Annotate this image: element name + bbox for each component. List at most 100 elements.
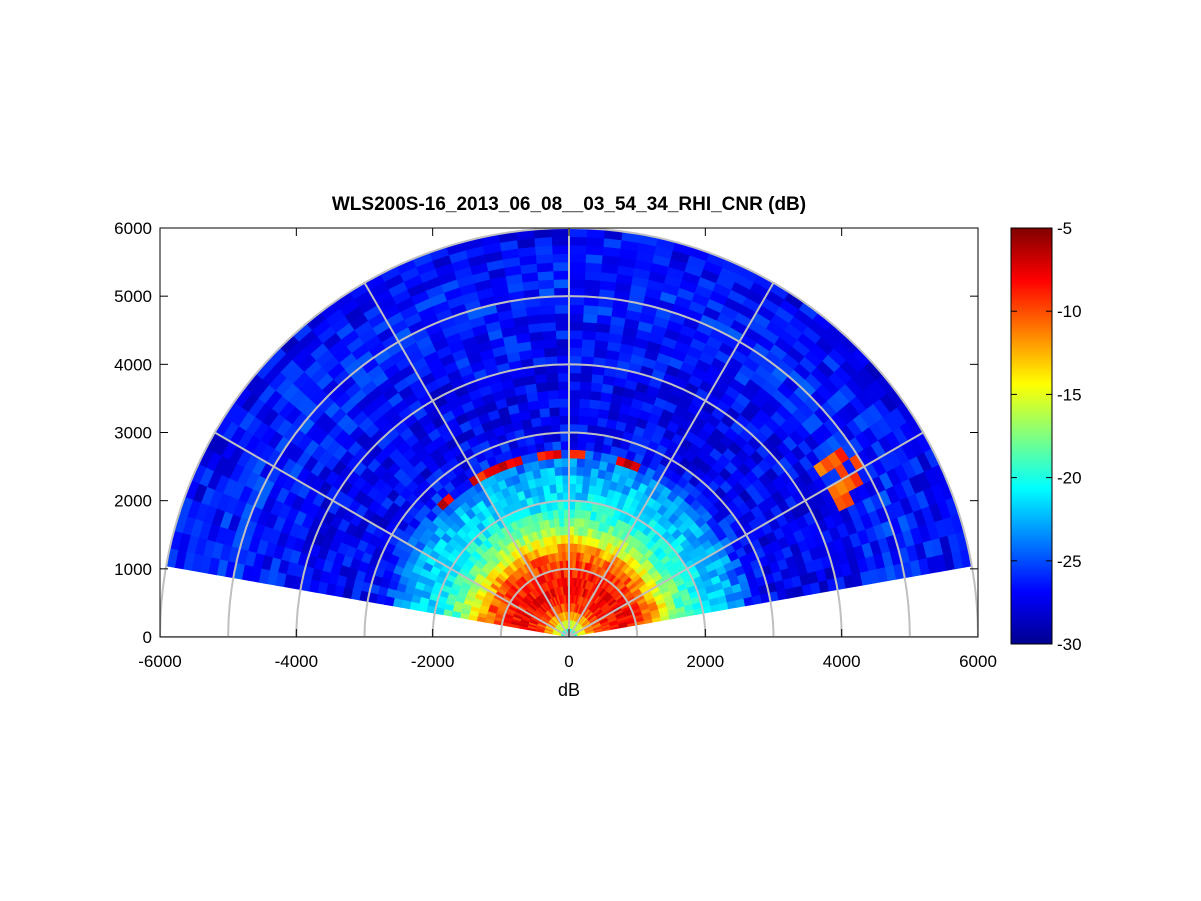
colorbar-tick-label: -25	[1057, 552, 1082, 571]
x-tick-label: 4000	[823, 652, 861, 671]
cnr-cell	[556, 355, 570, 365]
cnr-cell	[583, 458, 593, 469]
cnr-cell	[568, 466, 577, 476]
cnr-cell	[550, 228, 570, 238]
azimuth-spoke	[214, 431, 570, 637]
cnr-cell	[582, 466, 592, 477]
cnr-cell	[537, 279, 555, 290]
cnr-cell	[568, 278, 585, 289]
x-tick-label: -2000	[411, 652, 454, 671]
cnr-cell	[582, 321, 597, 332]
cnr-cell	[543, 441, 553, 452]
cnr-cell	[536, 390, 549, 401]
colorbar-tick-label: -20	[1057, 469, 1082, 488]
cnr-cell	[577, 415, 589, 426]
cnr-cell	[557, 389, 570, 399]
cnr-cell	[582, 475, 591, 486]
cnr-cell	[568, 474, 577, 485]
cnr-cell	[547, 398, 560, 409]
cnr-cell	[590, 373, 604, 384]
cnr-cell	[576, 457, 585, 468]
cnr-cell	[573, 508, 581, 519]
cnr-cell	[541, 321, 556, 332]
cnr-cell	[559, 415, 570, 425]
cnr-cell	[539, 415, 551, 427]
cnr-cell	[561, 483, 570, 493]
cnr-cell	[568, 449, 578, 459]
cnr-cell	[568, 415, 579, 425]
cnr-cell	[551, 236, 570, 246]
cnr-cell	[593, 348, 608, 359]
cnr-cell	[572, 534, 579, 544]
x-tick-label: -4000	[275, 652, 318, 671]
cnr-cell	[541, 330, 557, 341]
cnr-cell	[546, 381, 559, 392]
cnr-cell	[547, 389, 559, 400]
x-tick-label: 0	[564, 652, 573, 671]
cnr-cell	[584, 262, 603, 273]
cnr-cell	[589, 390, 602, 401]
cnr-cell	[536, 270, 554, 281]
cnr-cell	[553, 457, 562, 468]
cnr-cell	[543, 347, 558, 358]
cnr-cell	[559, 423, 570, 433]
cnr-cell	[535, 382, 548, 393]
cnr-cell	[572, 543, 578, 553]
chart-title: WLS200S-16_2013_06_08__03_54_34_RHI_CNR …	[332, 194, 806, 215]
x-tick-label: -6000	[138, 652, 181, 671]
y-tick-label: 0	[143, 628, 152, 647]
cnr-cell	[534, 373, 548, 384]
cnr-cell	[573, 526, 579, 536]
x-axis-label: dB	[558, 680, 580, 700]
cnr-cell	[581, 330, 597, 341]
y-tick-label: 4000	[114, 355, 152, 374]
cnr-cell	[568, 381, 581, 391]
cnr-cell	[561, 466, 570, 476]
cnr-cell	[578, 406, 590, 417]
cnr-cell	[557, 372, 570, 382]
cnr-cell	[585, 245, 604, 256]
cnr-cell	[556, 346, 570, 357]
cnr-cell	[576, 440, 587, 451]
cnr-cell	[545, 458, 555, 469]
cnr-cell	[554, 304, 570, 314]
y-tick-label: 5000	[114, 287, 152, 306]
cnr-cell	[556, 500, 564, 510]
cnr-cell	[587, 415, 599, 427]
cnr-cell	[551, 440, 562, 451]
colorbar-tick-label: -30	[1057, 635, 1082, 654]
cnr-cell	[568, 228, 588, 238]
cnr-cell	[533, 236, 553, 247]
cnr-cell	[535, 262, 554, 273]
azimuth-spoke	[568, 282, 775, 637]
cnr-cell	[588, 398, 601, 410]
cnr-cell	[579, 381, 592, 392]
cnr-cell	[568, 270, 586, 280]
cnr-cell	[592, 450, 602, 462]
cnr-cell	[568, 457, 578, 468]
cnr-cell	[558, 406, 570, 416]
cnr-cell	[575, 483, 583, 494]
colorbar-tick-label: -5	[1057, 219, 1072, 238]
cnr-cell	[554, 312, 570, 323]
cnr-cell	[568, 287, 585, 297]
cnr-cell	[568, 261, 586, 272]
cnr-cell	[581, 483, 590, 494]
cnr-cell	[560, 449, 570, 459]
cnr-cell	[573, 517, 580, 527]
cnr-cell	[409, 601, 420, 611]
cnr-cell	[553, 278, 570, 289]
cnr-cell	[582, 313, 598, 324]
y-tick-label: 2000	[114, 492, 152, 511]
cnr-cell	[579, 509, 587, 520]
cnr-cell	[568, 398, 580, 408]
cnr-cell	[589, 467, 599, 478]
cnr-cell	[568, 432, 579, 442]
y-axis-ticks: 0 1000 2000 3000 4000 5000 6000	[114, 219, 978, 647]
colorbar-tick-label: -15	[1057, 385, 1082, 404]
cnr-cell	[556, 364, 570, 374]
azimuth-spoke	[363, 282, 570, 637]
cnr-cell	[576, 449, 586, 460]
cnr-cell	[585, 441, 595, 452]
cnr-cell	[544, 449, 554, 460]
